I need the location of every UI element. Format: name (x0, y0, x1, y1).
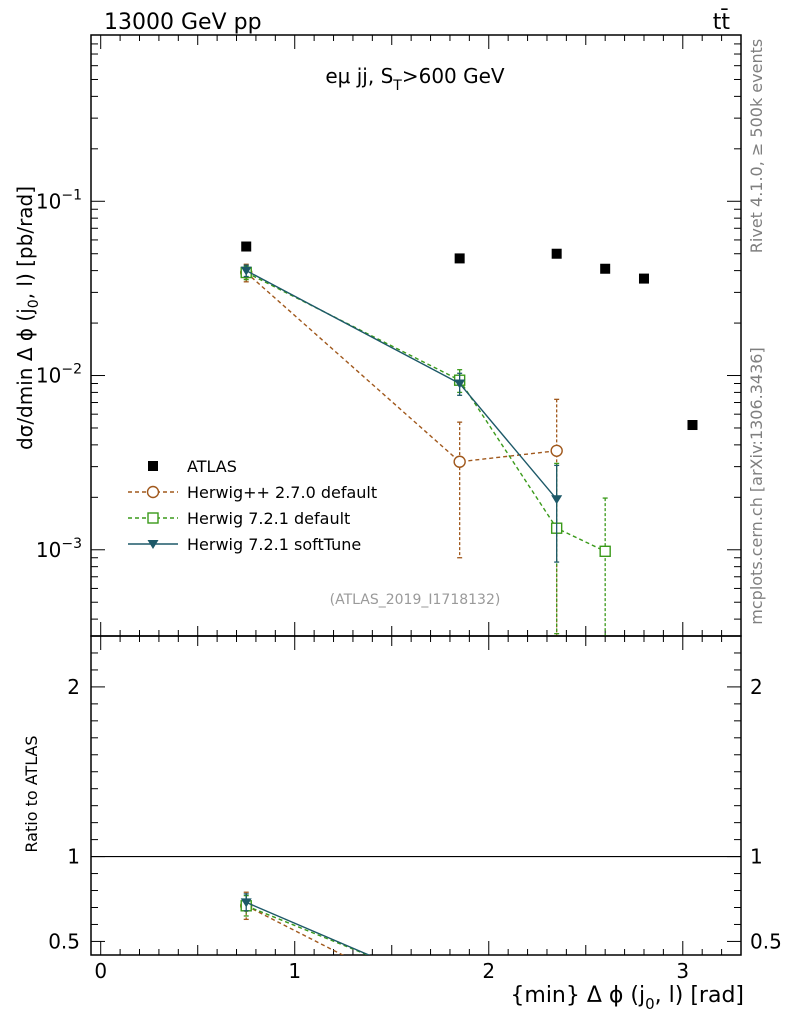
ratio-herwig-2-7-0-default-line (245, 905, 345, 955)
atlas-point (600, 263, 611, 274)
main-y-axis-label: dσ/dmin Δ ϕ (j0, l) [pb/rad] (13, 186, 42, 450)
atlas-point (638, 273, 649, 284)
herwig-2-7-0-default-line (245, 272, 557, 463)
herwig-7-2-1-softtune-point (240, 266, 252, 276)
x-tick-label: 0 (94, 959, 107, 983)
legend-label: Herwig 7.2.1 softTune (187, 535, 361, 554)
ratio-axis-ticks: 0.5 0.5 1 1 2 2 0 1 2 3 (48, 636, 782, 983)
legend-marker (148, 461, 158, 471)
series-herwig-7-2-1-softtune (240, 264, 563, 563)
ratio-panel: 0.5 0.5 1 1 2 2 0 1 2 3 Ratio to ATLAS (22, 635, 782, 1020)
series-atlas (241, 241, 698, 431)
main-y-tick-label: 10−1 (36, 187, 82, 213)
main-title: eμ jj, ST>600 GeV (325, 64, 505, 94)
legend-entry-herwig-2-7-0-default: Herwig++ 2.7.0 default (128, 483, 377, 502)
herwig-2-7-0-default-point (453, 455, 466, 468)
herwig-7-2-1-softtune-line (245, 269, 558, 500)
herwig-7-2-1-softtune-point (551, 495, 563, 505)
ratio-series-herwig-7-2-1-default (240, 894, 465, 997)
legend-marker (146, 485, 160, 499)
ratio-y-tick-label-right: 1 (750, 845, 763, 869)
ratio-series-layer (240, 891, 465, 1020)
x-tick-label: 2 (482, 959, 495, 983)
ratio-y-tick-label-right: 0.5 (750, 929, 782, 953)
main-y-tick-label: 10−3 (36, 536, 82, 562)
ratio-y-tick-label: 1 (67, 845, 80, 869)
ratio-y-tick-label-right: 2 (750, 675, 763, 699)
main-axis-ticks: 10−3 10−2 10−1 (36, 34, 742, 636)
ratio-herwig-7-2-1-default-point (455, 987, 465, 997)
main-y-tick-label: 10−2 (36, 362, 82, 388)
ratio-y-tick-label: 0.5 (48, 929, 80, 953)
main-series-layer (240, 241, 698, 636)
header-left-label: 13000 GeV pp (104, 10, 262, 35)
rivet-version-label: Rivet 4.1.0, ≥ 500k events (747, 39, 766, 253)
x-tick-label: 1 (288, 959, 301, 983)
legend-entry-atlas: ATLAS (148, 457, 237, 476)
ratio-herwig-2-7-0-default-point (454, 1009, 465, 1020)
herwig-7-2-1-default-point (599, 545, 611, 558)
atlas-point (241, 241, 252, 252)
atlas-point (551, 248, 562, 259)
ratio-y-axis-label: Ratio to ATLAS (22, 735, 41, 852)
atlas-point (687, 420, 698, 431)
legend-label: ATLAS (187, 457, 237, 476)
ratio-herwig-7-2-1-softtune-point (454, 990, 465, 999)
main-series-clip (240, 241, 698, 636)
ratio-series-herwig-2-7-0-default (240, 891, 465, 1020)
legend-label: Herwig++ 2.7.0 default (187, 483, 377, 502)
legend-label: Herwig 7.2.1 default (187, 509, 350, 528)
legend-entry-herwig-7-2-1-default: Herwig 7.2.1 default (128, 509, 350, 528)
series-herwig-2-7-0-default (240, 263, 563, 636)
herwig-7-2-1-softtune-point (454, 379, 466, 389)
x-tick-label: 3 (676, 959, 689, 983)
ratio-frame (90, 635, 742, 956)
ratio-y-tick-label: 2 (67, 675, 80, 699)
x-axis-label: {min} Δ ϕ (j0, l) [rad] (510, 983, 744, 1013)
source-label: mcplots.cern.ch [arXiv:1306.3436] (747, 347, 766, 624)
legend-entry-herwig-7-2-1-softtune: Herwig 7.2.1 softTune (128, 535, 361, 554)
legend-marker (147, 540, 159, 549)
legend-marker (147, 512, 159, 524)
herwig-2-7-0-default-point (550, 444, 563, 457)
atlas-point (454, 253, 465, 264)
ratio-herwig-7-2-1-default-line (245, 905, 370, 955)
ratio-herwig-7-2-1-softtune-line (245, 901, 371, 955)
header-right-label: tt̄ (713, 9, 731, 35)
ratio-series-herwig-7-2-1-softtune (240, 893, 465, 999)
main-panel: 10−3 10−2 10−1 eμ jj, ST>600 GeV (ATLAS_20… (13, 34, 742, 637)
legend: ATLAS Herwig++ 2.7.0 default Herwig 7.2.1 … (128, 457, 377, 554)
ratio-herwig-7-2-1-softtune-point (240, 898, 252, 908)
analysis-watermark: (ATLAS_2019_I1718132) (330, 592, 501, 608)
ratio-series-clip (240, 891, 465, 1020)
